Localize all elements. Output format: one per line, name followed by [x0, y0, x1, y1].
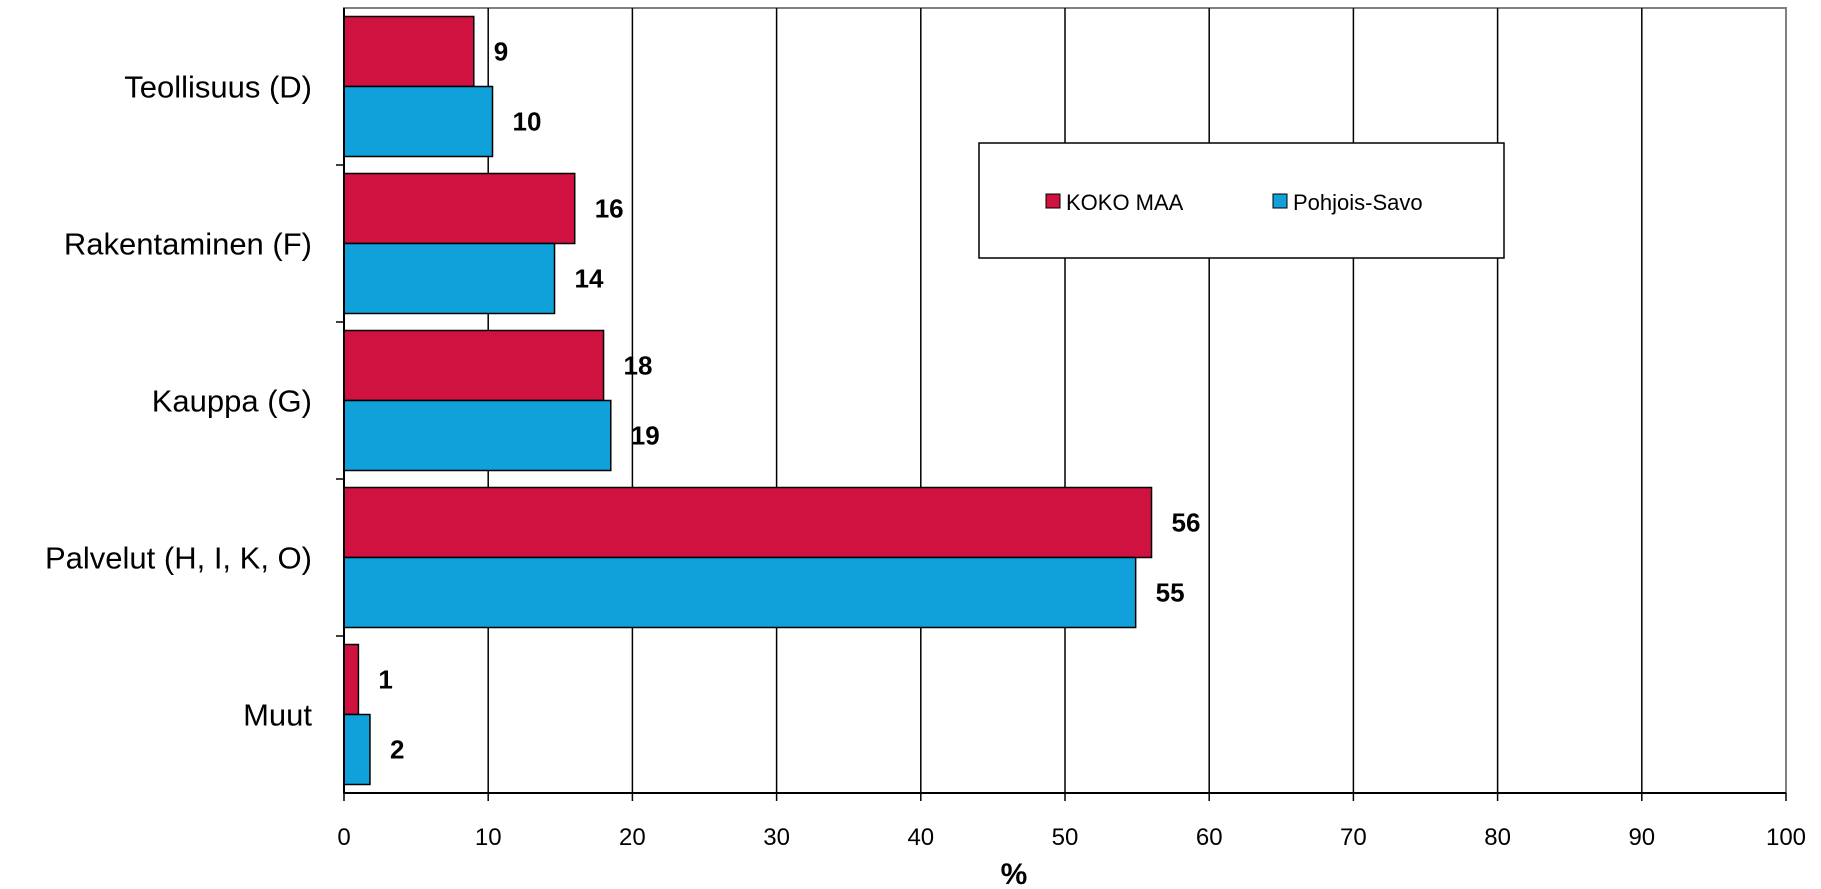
data-label: 16: [595, 194, 624, 224]
x-tick-label: 30: [763, 824, 790, 851]
labels: 9 16 18 56 1 10 14 19 55 2: [378, 37, 1200, 765]
data-label: 10: [513, 107, 542, 137]
x-tick-label: 80: [1484, 824, 1511, 851]
data-label: 56: [1172, 508, 1201, 538]
data-label: 19: [631, 421, 660, 451]
axes: 0 10 20 30 40 50 60 70 80 90 100 Teollisuus (D) Rake…: [45, 8, 1806, 851]
x-tick-label: 60: [1196, 824, 1223, 851]
legend: KOKO MAA Pohjois-Savo: [978, 142, 1505, 259]
data-label: 9: [494, 37, 508, 67]
category-label: Rakentaminen (F): [64, 227, 312, 262]
category-label: Kauppa (G): [152, 384, 312, 419]
data-label: 1: [378, 665, 392, 695]
x-tick-label: 0: [337, 824, 350, 851]
x-axis-title: %: [1001, 858, 1028, 889]
data-label: 18: [624, 351, 653, 381]
category-label: Muut: [243, 698, 312, 733]
bar-pohjois-savo: [343, 713, 371, 786]
legend-label: Pohjois-Savo: [1293, 190, 1423, 215]
legend-swatch: [1272, 193, 1288, 209]
category-label: Palvelut (H, I, K, O): [45, 541, 312, 576]
x-tick-label: 100: [1766, 824, 1806, 851]
x-tick-label: 70: [1340, 824, 1367, 851]
x-tick-label: 40: [907, 824, 934, 851]
category-label: Teollisuus (D): [124, 70, 312, 105]
legend-swatch: [1045, 193, 1061, 209]
x-tick-label: 10: [475, 824, 502, 851]
legend-label: KOKO MAA: [1066, 190, 1184, 215]
legend-box: [978, 142, 1505, 259]
bar-pohjois-savo: [343, 242, 556, 315]
data-label: 55: [1156, 578, 1185, 608]
bars: [343, 15, 1153, 786]
bar-pohjois-savo: [343, 399, 612, 472]
bar-koko-maa: [343, 172, 576, 245]
data-label: 14: [575, 264, 604, 294]
x-tick-label: 90: [1628, 824, 1655, 851]
bar-koko-maa: [343, 486, 1153, 559]
x-tick-label: 50: [1052, 824, 1079, 851]
data-label: 2: [390, 735, 404, 765]
bar-pohjois-savo: [343, 85, 494, 158]
bar-koko-maa: [343, 15, 475, 88]
bar-pohjois-savo: [343, 556, 1137, 629]
x-tick-label: 20: [619, 824, 646, 851]
bar-koko-maa: [343, 329, 605, 402]
bar-koko-maa: [343, 643, 360, 716]
